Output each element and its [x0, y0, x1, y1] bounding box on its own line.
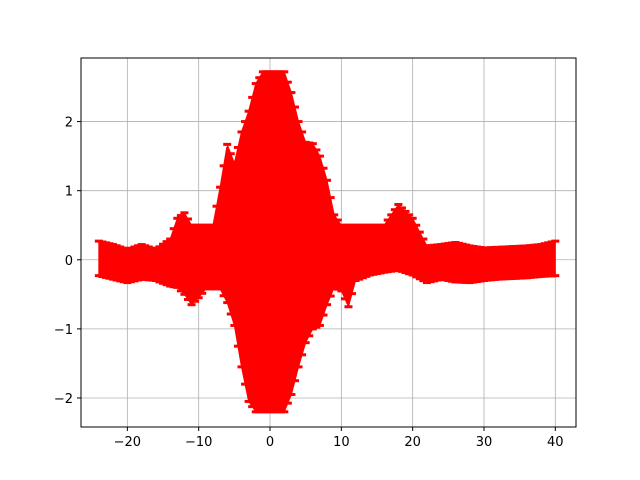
y-tick-label: −1	[54, 323, 73, 338]
x-tick-label: 0	[266, 435, 274, 450]
y-tick-label: −2	[54, 392, 73, 407]
y-tick-label: 0	[65, 254, 73, 269]
x-tick-label: 10	[333, 435, 350, 450]
y-tick-label: 2	[65, 116, 73, 131]
x-tick-label: 20	[404, 435, 421, 450]
axes-frame	[80, 57, 577, 428]
y-tick-label: 1	[65, 185, 73, 200]
x-tick-label: 30	[476, 435, 493, 450]
x-tick-label: 40	[547, 435, 564, 450]
x-tick-label: −20	[114, 435, 141, 450]
x-tick-label: −10	[185, 435, 212, 450]
